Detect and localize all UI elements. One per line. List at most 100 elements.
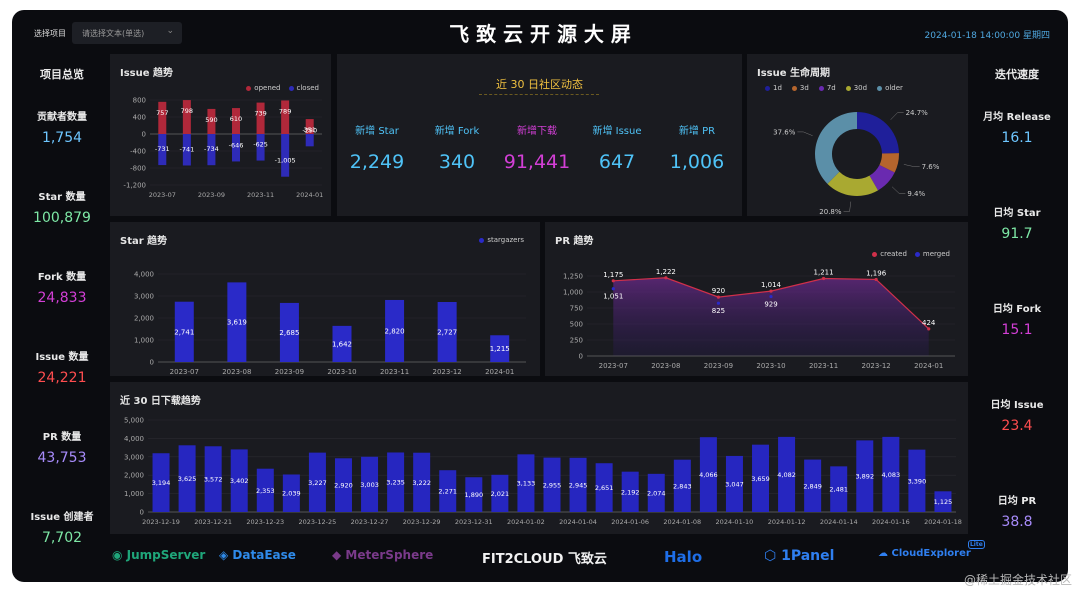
pie-slice[interactable] [869, 165, 895, 191]
bar[interactable] [387, 452, 405, 512]
star-trend-chart: 0 1,000 2,000 3,000 4,000 2,741 3,619 2,685 1,64… [134, 271, 526, 376]
pie-legend-label: 1d [773, 84, 782, 92]
project-select[interactable]: 请选择文本(单选) ⌄ [72, 22, 182, 44]
created-point[interactable] [611, 279, 615, 283]
created-point[interactable] [821, 276, 826, 281]
bar[interactable] [908, 449, 926, 512]
bar[interactable] [856, 440, 874, 512]
community-metric-value: 2,249 [349, 151, 405, 173]
logo-halo[interactable]: Halo [664, 548, 703, 566]
logo-cloudexplorer[interactable]: ☁ CloudExplorer Lite [878, 540, 985, 559]
bar[interactable] [569, 457, 587, 512]
bar[interactable] [305, 119, 314, 134]
bar[interactable] [174, 301, 194, 362]
pie-legend-item[interactable]: 3d [791, 84, 809, 92]
bar[interactable] [152, 453, 170, 512]
bar[interactable] [725, 455, 743, 512]
bar[interactable] [204, 446, 222, 512]
bar[interactable] [413, 452, 431, 512]
bar[interactable] [182, 100, 191, 134]
legend-opened[interactable]: opened [246, 84, 281, 92]
bar[interactable] [595, 463, 613, 512]
merged-point[interactable] [769, 294, 773, 299]
pie-leader-line [890, 112, 904, 120]
bar[interactable] [491, 474, 509, 512]
created-point[interactable] [874, 277, 878, 282]
bar[interactable] [804, 459, 822, 512]
merged-point[interactable] [716, 301, 721, 305]
bar[interactable] [385, 299, 405, 362]
logo-1panel[interactable]: ⬡ 1Panel [764, 548, 834, 564]
bar[interactable] [230, 449, 248, 512]
bar[interactable] [256, 134, 265, 161]
metersphere-icon: ◆ [332, 548, 342, 562]
bar[interactable] [361, 456, 379, 512]
bar[interactable] [830, 466, 848, 512]
pie-slice[interactable] [879, 153, 899, 173]
chevron-down-icon: ⌄ [166, 26, 174, 36]
legend-created[interactable]: created [872, 250, 907, 258]
bar[interactable] [699, 437, 717, 512]
bar[interactable] [465, 477, 483, 512]
legend-merged[interactable]: merged [914, 250, 950, 258]
bar[interactable] [279, 302, 299, 362]
legend-closed[interactable]: closed [288, 84, 319, 92]
pie-slice[interactable] [815, 112, 857, 184]
logo-metersphere[interactable]: ◆ MeterSphere [332, 548, 433, 562]
bar[interactable] [207, 108, 216, 134]
dataease-icon: ◈ [219, 548, 229, 562]
legend-stargazers[interactable]: stargazers [479, 236, 524, 244]
bar[interactable] [673, 459, 691, 512]
bar[interactable] [334, 458, 352, 512]
bar[interactable] [647, 473, 665, 512]
bar[interactable] [232, 134, 240, 162]
pie-slice[interactable] [827, 171, 879, 196]
bar[interactable] [227, 282, 247, 362]
x-tick-label: 2023-09 [275, 368, 304, 376]
pie-slice[interactable] [857, 112, 899, 154]
issue-lifecycle-panel: Issue 生命周期 1d 3d 7d 30d older 24.7% 7.6% 9.4% 2… [747, 54, 968, 216]
bar[interactable] [305, 134, 314, 147]
pie-legend-item[interactable]: older [877, 84, 903, 92]
bar[interactable] [232, 108, 240, 134]
bar[interactable] [934, 491, 952, 512]
created-point[interactable] [664, 276, 668, 280]
bar[interactable] [281, 134, 290, 177]
pie-legend-item[interactable]: 7d [818, 84, 836, 92]
pie-value-label: 9.4% [907, 190, 925, 198]
bar[interactable] [256, 468, 274, 512]
bar[interactable] [308, 452, 326, 512]
bar[interactable] [281, 100, 290, 134]
logo-metersphere-label: MeterSphere [345, 548, 434, 562]
bar[interactable] [256, 102, 265, 134]
y-tick-label: 500 [570, 321, 583, 329]
pr-trend-chart: 0 250 500 750 1,000 1,250 1,175 1,222 920 1,014 1,… [563, 268, 955, 370]
pie-legend-item[interactable]: 30d [845, 84, 867, 92]
bar[interactable] [158, 134, 167, 166]
bar[interactable] [182, 134, 191, 166]
bar[interactable] [437, 302, 457, 362]
bar[interactable] [207, 134, 216, 166]
pie-legend-item[interactable]: 1d [765, 84, 782, 92]
bar[interactable] [282, 474, 300, 512]
bar[interactable] [543, 457, 561, 512]
bar[interactable] [778, 436, 796, 512]
bar-data-label: 3,194 [152, 479, 171, 487]
bar[interactable] [332, 325, 352, 362]
bar[interactable] [490, 335, 510, 362]
logo-fit2cloud[interactable]: FIT2CLOUD 飞致云 [482, 552, 607, 567]
bar[interactable] [439, 470, 457, 512]
created-point[interactable] [716, 295, 721, 299]
merged-point[interactable] [611, 287, 615, 291]
bar[interactable] [158, 101, 167, 134]
bar[interactable] [621, 471, 639, 512]
bar-data-label: 4,082 [777, 471, 796, 479]
created-point[interactable] [769, 289, 773, 293]
bar[interactable] [882, 436, 900, 512]
logo-jumpserver[interactable]: ◉ JumpServer [112, 548, 205, 562]
created-point[interactable] [927, 327, 931, 331]
bar[interactable] [517, 454, 535, 512]
logo-dataease[interactable]: ◈ DataEase [219, 548, 296, 562]
bar[interactable] [752, 444, 770, 512]
bar[interactable] [178, 445, 196, 512]
